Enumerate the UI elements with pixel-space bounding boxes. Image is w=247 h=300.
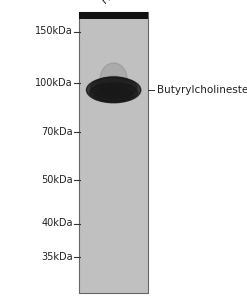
Text: 70kDa: 70kDa <box>41 127 73 137</box>
Bar <box>79 12 148 19</box>
Text: 150kDa: 150kDa <box>35 26 73 37</box>
Text: HeLa: HeLa <box>98 0 129 7</box>
Ellipse shape <box>90 77 137 98</box>
Text: 100kDa: 100kDa <box>35 77 73 88</box>
Text: 40kDa: 40kDa <box>41 218 73 229</box>
Ellipse shape <box>100 63 127 96</box>
Ellipse shape <box>94 88 133 102</box>
Text: 50kDa: 50kDa <box>41 175 73 185</box>
Text: Butyrylcholinesterase: Butyrylcholinesterase <box>157 85 247 95</box>
Ellipse shape <box>96 76 131 92</box>
Text: 35kDa: 35kDa <box>41 251 73 262</box>
Ellipse shape <box>86 77 141 103</box>
Bar <box>79 12 148 292</box>
Ellipse shape <box>99 92 129 101</box>
Ellipse shape <box>90 83 138 102</box>
